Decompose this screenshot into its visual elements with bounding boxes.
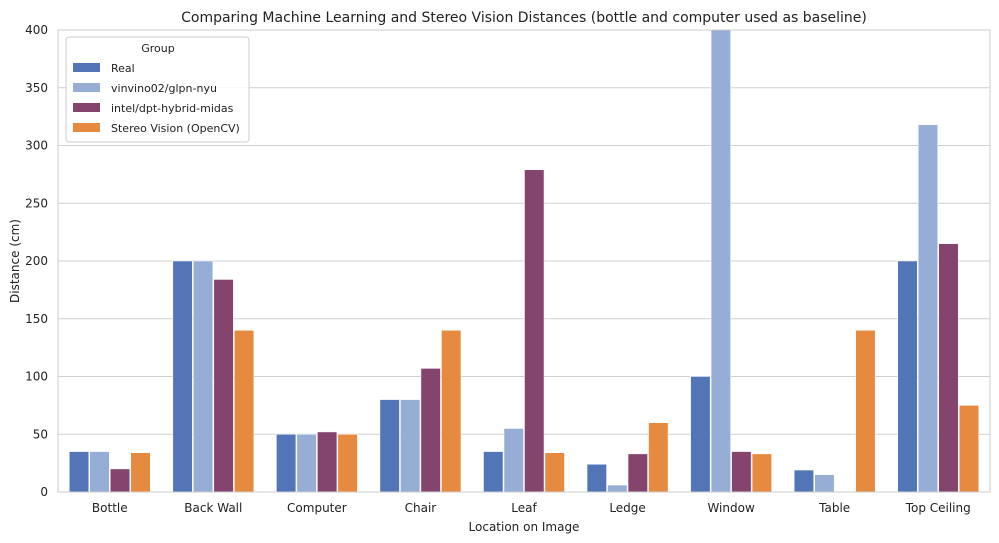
legend-swatch [73, 103, 100, 112]
bar-real [69, 451, 90, 493]
legend-swatch [73, 83, 100, 92]
y-tick-label: 350 [25, 81, 48, 95]
bar-intel-dpt-hybrid-midas [110, 468, 131, 493]
bar-stereo-vision-opencv- [234, 330, 255, 493]
x-tick-label: Window [707, 501, 755, 515]
legend-label: Stereo Vision (OpenCV) [111, 122, 240, 135]
y-tick-label: 300 [25, 139, 48, 153]
x-tick-label: Leaf [511, 501, 537, 515]
bar-real [897, 260, 918, 493]
y-tick-label: 250 [25, 196, 48, 210]
bar-intel-dpt-hybrid-midas [420, 368, 441, 493]
y-tick-label: 100 [25, 370, 48, 384]
bar-real [586, 464, 607, 493]
y-tick-label: 400 [25, 23, 48, 37]
bar-intel-dpt-hybrid-midas [524, 169, 545, 493]
bar-vinvino02-glpn-nyu [400, 399, 421, 493]
bar-real [483, 451, 504, 493]
chart-title: Comparing Machine Learning and Stereo Vi… [181, 10, 867, 26]
legend-swatch [73, 123, 100, 132]
bar-real [379, 399, 400, 493]
x-tick-label: Ledge [609, 501, 645, 515]
legend-swatch [73, 63, 100, 72]
bar-vinvino02-glpn-nyu [296, 434, 317, 493]
bar-vinvino02-glpn-nyu [607, 484, 628, 493]
legend-label: intel/dpt-hybrid-midas [111, 102, 234, 115]
bar-vinvino02-glpn-nyu [503, 428, 524, 493]
bar-stereo-vision-opencv- [751, 453, 772, 493]
legend-box [65, 36, 250, 143]
y-tick-label: 0 [40, 485, 48, 499]
bar-real [172, 260, 193, 493]
bar-stereo-vision-opencv- [337, 434, 358, 493]
bar-intel-dpt-hybrid-midas [213, 279, 234, 493]
legend-title: Group [141, 42, 175, 55]
bar-vinvino02-glpn-nyu [89, 451, 110, 493]
bar-intel-dpt-hybrid-midas [317, 431, 338, 493]
bar-vinvino02-glpn-nyu [710, 29, 731, 493]
bar-stereo-vision-opencv- [130, 452, 151, 493]
bar-stereo-vision-opencv- [544, 452, 565, 493]
x-tick-label: Back Wall [184, 501, 242, 515]
bar-real [276, 434, 297, 493]
bar-stereo-vision-opencv- [441, 330, 462, 493]
x-tick-label: Top Ceiling [905, 501, 971, 515]
y-axis-label: Distance (cm) [8, 219, 22, 303]
legend-label: vinvino02/glpn-nyu [111, 82, 217, 95]
bar-stereo-vision-opencv- [648, 422, 669, 493]
x-tick-label: Table [818, 501, 850, 515]
bar-vinvino02-glpn-nyu [917, 124, 938, 493]
y-tick-label: 50 [33, 427, 48, 441]
legend: Group Real vinvino02/glpn-nyu intel/dpt-hyb… [65, 36, 250, 143]
bar-vinvino02-glpn-nyu [814, 474, 835, 493]
bar-stereo-vision-opencv- [958, 405, 979, 493]
bar-intel-dpt-hybrid-midas [627, 453, 648, 493]
bar-stereo-vision-opencv- [855, 330, 876, 493]
bar-intel-dpt-hybrid-midas [938, 243, 959, 493]
x-tick-label: Computer [287, 501, 347, 515]
bar-real [690, 376, 711, 493]
x-axis-label: Location on Image [469, 520, 580, 534]
bar-real [793, 469, 814, 493]
y-tick-label: 200 [25, 254, 48, 268]
y-tick-label: 150 [25, 312, 48, 326]
x-tick-label: Bottle [92, 501, 128, 515]
bar-vinvino02-glpn-nyu [193, 260, 214, 493]
bar-intel-dpt-hybrid-midas [731, 451, 752, 493]
plot-frame [57, 29, 991, 493]
legend-label: Real [111, 62, 135, 75]
x-tick-label: Chair [405, 501, 437, 515]
